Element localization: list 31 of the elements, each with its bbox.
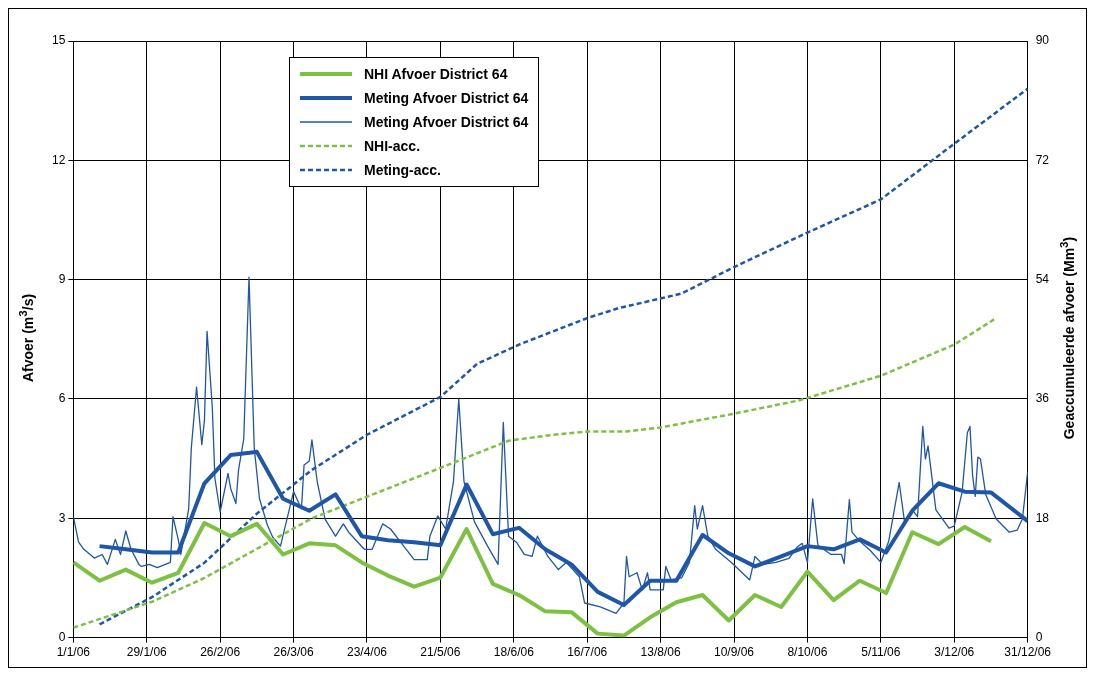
y2-tick-label: 90 (1035, 33, 1050, 48)
x-tick-label: 8/10/06 (787, 645, 828, 660)
x-tick-label: 21/5/06 (420, 645, 461, 660)
x-tick-label: 16/7/06 (567, 645, 608, 660)
y2-tick-label: 18 (1035, 510, 1050, 525)
x-tick-label: 5/11/06 (861, 645, 901, 660)
x-tick-label: 13/8/06 (640, 645, 681, 660)
y-tick-label: 3 (58, 510, 66, 525)
legend-label: Meting Afvoer District 64 (364, 90, 529, 106)
legend-label: NHI Afvoer District 64 (364, 66, 508, 82)
x-tick-label: 26/3/06 (273, 645, 314, 660)
y-tick-label: 0 (58, 629, 66, 644)
x-tick-label: 3/12/06 (934, 645, 975, 660)
x-tick-label: 10/9/06 (714, 645, 755, 660)
x-tick-label: 1/1/06 (56, 645, 91, 660)
y-tick-label: 12 (51, 152, 66, 167)
legend-label: NHI-acc. (364, 138, 421, 154)
x-tick-label: 29/1/06 (126, 645, 168, 660)
legend-label: Meting-acc. (364, 162, 442, 178)
y2-tick-label: 72 (1035, 152, 1050, 167)
y-tick-label: 6 (58, 391, 66, 406)
y-tick-label: 9 (58, 271, 66, 286)
x-tick-label: 23/4/06 (346, 645, 388, 660)
y2-tick-label: 0 (1035, 629, 1043, 644)
y2-tick-label: 36 (1035, 391, 1050, 406)
x-tick-label: 31/12/06 (1004, 645, 1052, 660)
legend-label: Meting Afvoer District 64 (364, 114, 529, 130)
y2-tick-label: 54 (1035, 271, 1050, 286)
x-tick-label: 26/2/06 (200, 645, 241, 660)
y-tick-label: 15 (51, 33, 66, 48)
x-tick-label: 18/6/06 (493, 645, 535, 660)
